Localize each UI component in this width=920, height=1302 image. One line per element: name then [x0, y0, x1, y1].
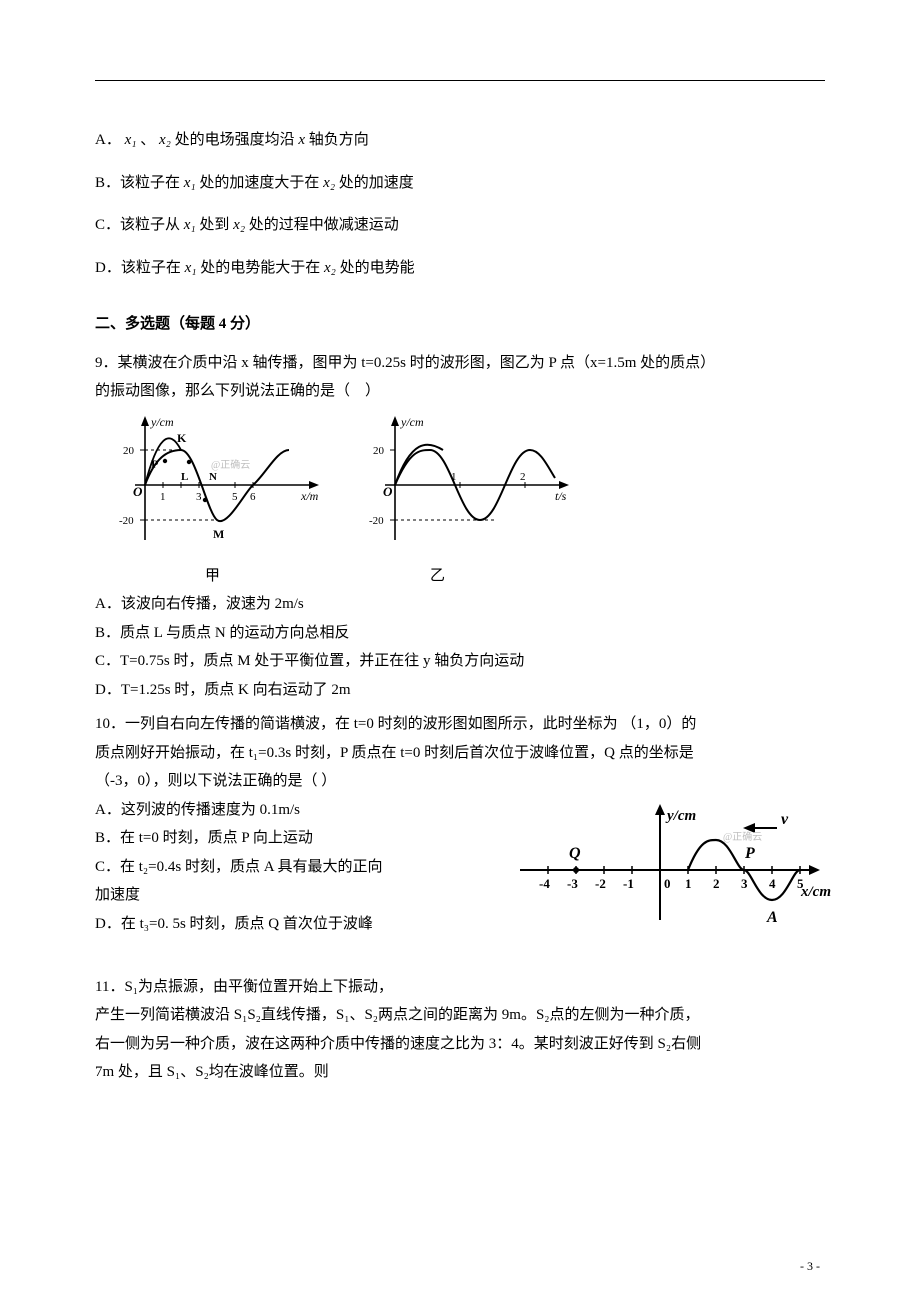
- var-x1: x₁: [185, 260, 197, 276]
- q9-figures: O 1 2 3 5 6 20 -20 y/cm x/m K P L N M: [115, 410, 825, 560]
- q10: 10．一列自右向左传播的简谐横波，在 t=0 时刻的波形图如图所示，此时坐标为 …: [95, 710, 825, 967]
- svg-text:-20: -20: [369, 515, 384, 527]
- q11-text-4: 7m 处，且 S₁、S₂均在波峰位置。则: [95, 1058, 825, 1087]
- svg-text:M: M: [213, 527, 224, 541]
- q10-text-1: 10．一列自右向左传播的简谐横波，在 t=0 时刻的波形图如图所示，此时坐标为 …: [95, 710, 825, 739]
- svg-text:O: O: [133, 484, 143, 499]
- svg-text:2: 2: [520, 471, 526, 483]
- var-x1: x₁: [184, 175, 196, 191]
- q8-option-b: B．该粒子在 x₁ 处的加速度大于在 x₂ 处的加速度: [95, 169, 825, 198]
- q9-text-2: 的振动图像，那么下列说法正确的是（ ）: [95, 377, 825, 406]
- svg-text:A: A: [766, 909, 778, 926]
- var-x2: x₂: [323, 175, 335, 191]
- svg-text:t/s: t/s: [555, 489, 567, 503]
- text: 、: [140, 132, 155, 148]
- q11-text-3: 右一侧为另一种介质，波在这两种介质中传播的速度之比为 3：4。某时刻波正好传到 …: [95, 1030, 825, 1059]
- var-x1: x₁: [125, 132, 137, 148]
- svg-text:x/m: x/m: [300, 489, 319, 503]
- text: C．该粒子从: [95, 217, 180, 233]
- text: 处到: [199, 217, 229, 233]
- svg-text:6: 6: [250, 491, 256, 503]
- svg-text:Q: Q: [569, 845, 581, 862]
- svg-text:v: v: [781, 811, 789, 828]
- q9-option-a: A．该波向右传播，波速为 2m/s: [95, 590, 825, 619]
- svg-text:1: 1: [160, 491, 166, 503]
- text: 处的电势能: [340, 260, 415, 276]
- svg-text:K: K: [177, 431, 187, 445]
- q9-figure-jia: O 1 2 3 5 6 20 -20 y/cm x/m K P L N M: [115, 410, 335, 560]
- text: D．该粒子在: [95, 260, 181, 276]
- q8-option-a: A． x₁ 、 x₂ 处的电场强度均沿 x 轴负方向: [95, 126, 825, 155]
- text: B．该粒子在: [95, 175, 180, 191]
- q11: 11．S₁为点振源，由平衡位置开始上下振动， 产生一列简诺横波沿 S₁S₂直线传…: [95, 973, 825, 1087]
- text: A．: [95, 132, 121, 148]
- svg-text:y/cm: y/cm: [400, 415, 424, 429]
- var-x2: x₂: [159, 132, 171, 148]
- svg-text:y/cm: y/cm: [665, 808, 696, 824]
- q11-text-1: 11．S₁为点振源，由平衡位置开始上下振动，: [95, 973, 825, 1002]
- q11-text-2: 产生一列简诺横波沿 S₁S₂直线传播，S₁、S₂两点之间的距离为 9m。S₂点的…: [95, 1001, 825, 1030]
- svg-text:O: O: [383, 484, 393, 499]
- var-x2: x₂: [233, 217, 245, 233]
- q8-option-c: C．该粒子从 x₁ 处到 x₂ 处的过程中做减速运动: [95, 211, 825, 240]
- watermark-text: @正确云: [211, 458, 250, 471]
- q8-options: A． x₁ 、 x₂ 处的电场强度均沿 x 轴负方向 B．该粒子在 x₁ 处的加…: [95, 126, 825, 282]
- q9-figure-yi: O 20 -20 y/cm t/s 1 2: [365, 410, 585, 560]
- svg-text:P: P: [744, 845, 755, 862]
- q9-text-1: 9．某横波在介质中沿 x 轴传播，图甲为 t=0.25s 时的波形图，图乙为 P…: [95, 349, 825, 378]
- var-x1: x₁: [184, 217, 196, 233]
- text: 处的过程中做减速运动: [249, 217, 399, 233]
- caption-jia: 甲: [205, 562, 220, 591]
- q10-text-3: （-3，0），则以下说法正确的是（ ）: [95, 767, 825, 796]
- q10-text-2: 质点刚好开始振动，在 t₁=0.3s 时刻，P 质点在 t=0 时刻后首次位于波…: [95, 739, 825, 768]
- page-container: A． x₁ 、 x₂ 处的电场强度均沿 x 轴负方向 B．该粒子在 x₁ 处的加…: [0, 0, 920, 1302]
- svg-text:L: L: [181, 471, 188, 483]
- q9-captions: 甲 乙: [205, 562, 825, 591]
- var-x2: x₂: [324, 260, 336, 276]
- svg-text:5: 5: [232, 491, 238, 503]
- text: 处的加速度: [339, 175, 414, 191]
- svg-text:20: 20: [123, 445, 135, 457]
- svg-text:20: 20: [373, 445, 385, 457]
- svg-text:P: P: [151, 457, 158, 471]
- q9-option-c: C．T=0.75s 时，质点 M 处于平衡位置，并正在往 y 轴负方向运动: [95, 647, 825, 676]
- text: 处的电场强度均沿: [175, 132, 295, 148]
- q9-option-d: D．T=1.25s 时，质点 K 向右运动了 2m: [95, 676, 825, 705]
- text: 处的加速度大于在: [199, 175, 319, 191]
- q10-figure: -4 -3 -2 -1 0 1 2 3 4 5 v y/cm x/cm: [515, 800, 825, 967]
- svg-text:1: 1: [451, 471, 457, 483]
- q8-option-d: D．该粒子在 x₁ 处的电势能大于在 x₂ 处的电势能: [95, 254, 825, 283]
- header-separator: [95, 80, 825, 81]
- watermark-text: @正确云: [723, 830, 762, 843]
- svg-text:y/cm: y/cm: [150, 415, 174, 429]
- svg-text:3: 3: [196, 491, 202, 503]
- svg-text:-20: -20: [119, 515, 134, 527]
- text: 处的电势能大于在: [200, 260, 320, 276]
- section-2-title: 二、多选题（每题 4 分）: [95, 310, 825, 339]
- q9-option-b: B．质点 L 与质点 N 的运动方向总相反: [95, 619, 825, 648]
- q9: 9．某横波在介质中沿 x 轴传播，图甲为 t=0.25s 时的波形图，图乙为 P…: [95, 349, 825, 705]
- page-number: - 3 -: [800, 1255, 820, 1278]
- text: 轴负方向: [309, 132, 369, 148]
- var-x: x: [298, 132, 305, 148]
- caption-yi: 乙: [430, 562, 445, 591]
- svg-text:N: N: [209, 471, 217, 483]
